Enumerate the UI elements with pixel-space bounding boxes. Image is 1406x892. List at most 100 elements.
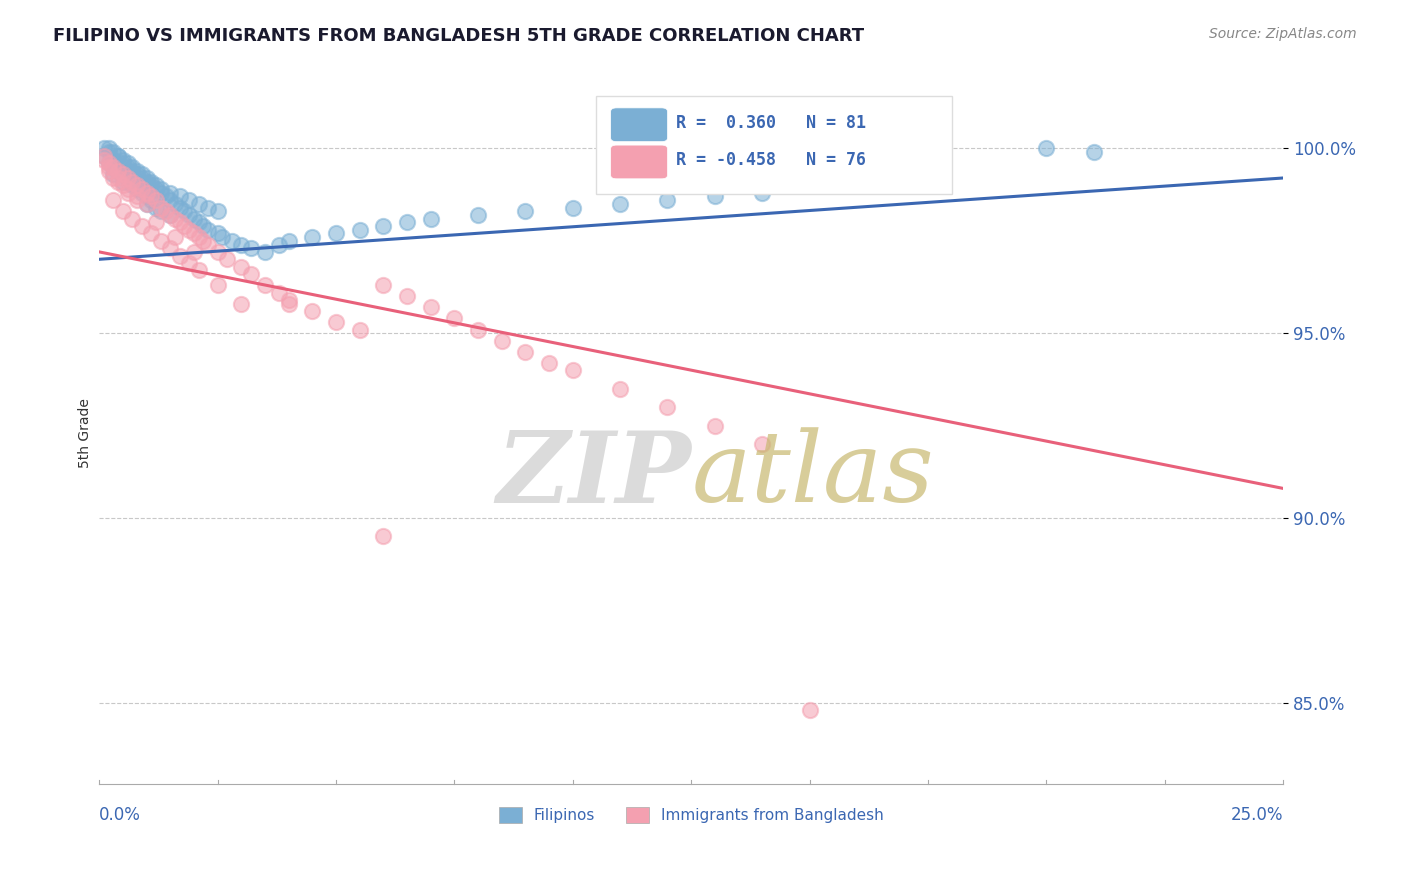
Point [373,278,395,293]
Text: R = -0.458   N = 76: R = -0.458 N = 76 [676,151,866,169]
Point [107,175,129,189]
Point [131,182,153,196]
FancyBboxPatch shape [610,108,668,142]
Point [93,149,115,163]
Point [103,145,125,160]
Point [103,153,125,167]
Point [703,418,725,433]
Point [419,301,441,315]
Point [169,189,191,203]
Point [145,215,167,229]
Point [107,163,129,178]
Point [561,363,583,377]
Point [155,204,177,219]
Point [197,223,219,237]
Point [145,201,167,215]
Point [657,193,679,207]
Point [183,211,205,226]
Point [253,278,276,293]
Point [609,382,631,396]
Point [135,175,157,189]
Point [103,167,125,181]
Point [609,197,631,211]
Point [159,241,181,255]
Point [169,249,191,263]
Point [103,160,125,174]
Point [179,223,201,237]
Point [149,204,172,219]
Legend: Filipinos, Immigrants from Bangladesh: Filipinos, Immigrants from Bangladesh [492,801,890,829]
Point [127,167,149,181]
Point [657,400,679,414]
Point [751,186,773,200]
Point [349,223,371,237]
Point [97,156,120,170]
Point [253,244,276,259]
Point [149,186,172,200]
Point [231,260,253,274]
Point [93,153,115,167]
Point [799,703,821,717]
Point [131,171,153,186]
Point [103,160,125,174]
Point [179,256,201,270]
Point [111,156,134,170]
Point [107,171,129,186]
Text: FILIPINO VS IMMIGRANTS FROM BANGLADESH 5TH GRADE CORRELATION CHART: FILIPINO VS IMMIGRANTS FROM BANGLADESH 5… [53,27,865,45]
Point [135,189,157,203]
Point [187,197,209,211]
Point [515,204,537,219]
Point [207,227,229,241]
Text: 0.0%: 0.0% [100,806,141,824]
Point [221,234,243,248]
Point [173,219,195,233]
Point [135,186,157,200]
Text: atlas: atlas [692,427,934,523]
Point [217,252,239,267]
Point [187,263,209,277]
Point [127,178,149,193]
Point [159,208,181,222]
Point [395,289,418,303]
Point [193,234,215,248]
Point [1035,141,1057,155]
Point [159,186,181,200]
Point [269,237,291,252]
Point [121,175,143,189]
Point [121,163,143,178]
Point [231,296,253,310]
Point [135,197,157,211]
Point [121,178,143,193]
Point [277,293,299,307]
Point [103,193,125,207]
Point [107,149,129,163]
Point [117,171,139,186]
Point [163,230,186,244]
Point [145,193,167,207]
Point [97,145,120,160]
Point [141,178,163,193]
Point [111,153,134,167]
Point [103,171,125,186]
Point [211,230,233,244]
Point [117,171,139,186]
Point [1083,145,1105,160]
Point [117,156,139,170]
Point [159,193,181,207]
Point [491,334,513,348]
Text: Source: ZipAtlas.com: Source: ZipAtlas.com [1209,27,1357,41]
Point [149,182,172,196]
Point [141,175,163,189]
Point [131,167,153,181]
Point [93,141,115,155]
Point [127,163,149,178]
Point [373,219,395,233]
Point [117,160,139,174]
Point [149,201,172,215]
Point [183,244,205,259]
Point [121,211,143,226]
Y-axis label: 5th Grade: 5th Grade [79,398,93,468]
Point [107,149,129,163]
Text: ZIP: ZIP [496,427,692,524]
Point [395,215,418,229]
